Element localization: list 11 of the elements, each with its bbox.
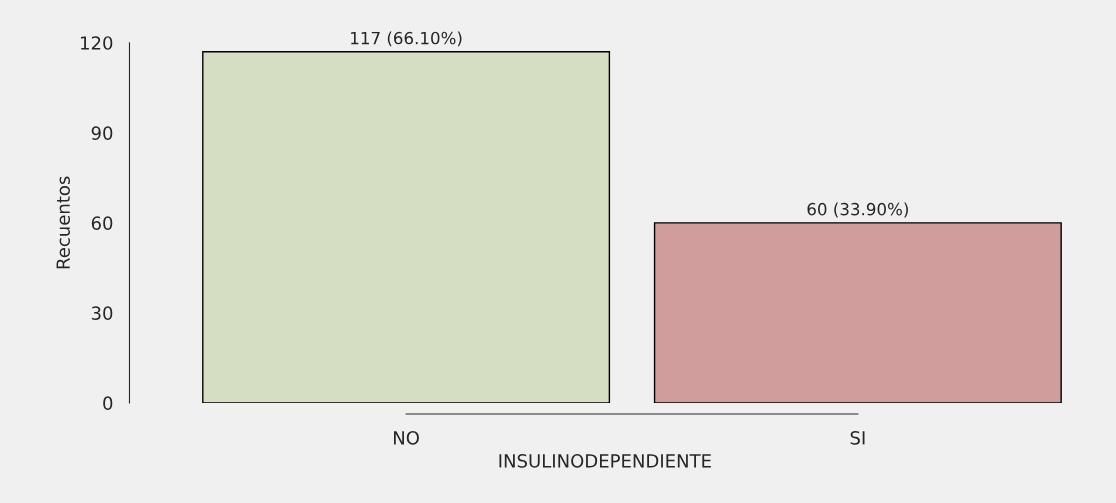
y-tick-label: 60 <box>91 216 113 230</box>
y-tick-label: 90 <box>91 126 113 140</box>
data-label: 60 (33.90%) <box>807 202 908 218</box>
x-tick-label: SI <box>850 431 865 445</box>
y-tick-label: 30 <box>91 306 113 320</box>
x-axis-title: INSULINODEPENDIENTE <box>499 454 711 468</box>
y-tick-label: 0 <box>103 396 113 411</box>
x-tick-label: NO <box>394 431 419 445</box>
y-axis-title: Recuentos <box>56 176 70 269</box>
data-label: 117 (66.10%) <box>351 31 462 47</box>
y-tick-label: 120 <box>81 36 113 50</box>
